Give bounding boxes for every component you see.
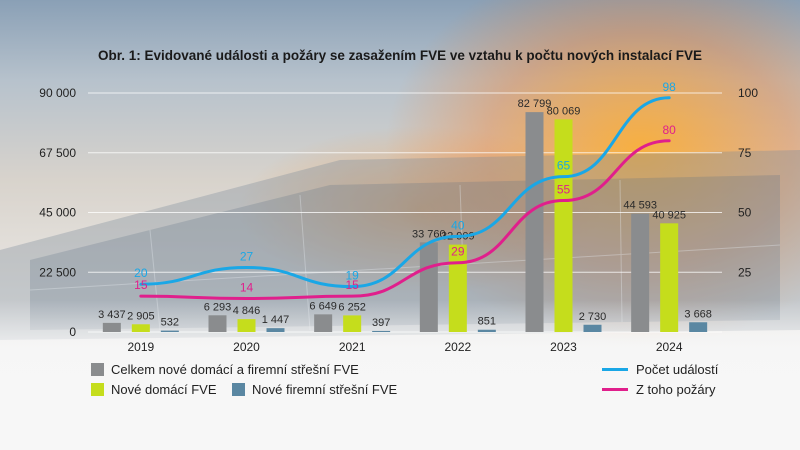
bar-value-label: 3 437 bbox=[98, 309, 126, 321]
x-tick-label: 2024 bbox=[656, 340, 683, 354]
legend-label-home: Nové domácí FVE bbox=[111, 382, 217, 397]
bar bbox=[689, 322, 708, 332]
x-tick-label: 2022 bbox=[444, 340, 471, 354]
y-left-tick-label: 22 500 bbox=[39, 265, 76, 279]
bar-value-label: 33 760 bbox=[412, 228, 446, 240]
bar bbox=[131, 324, 150, 332]
events-value-label: 98 bbox=[662, 80, 676, 94]
events-value-label: 27 bbox=[240, 249, 254, 263]
legend-swatch-business bbox=[232, 383, 245, 396]
events-value-label: 19 bbox=[345, 269, 359, 283]
legend-item-events: Počet událostí bbox=[602, 362, 718, 377]
y-left-tick-label: 45 000 bbox=[39, 206, 76, 220]
legend-label-fires: Z toho požáry bbox=[636, 382, 716, 397]
legend-swatch-total bbox=[91, 363, 104, 376]
y-right-tick-label: 50 bbox=[738, 206, 752, 220]
bar bbox=[419, 242, 438, 332]
bar-value-label: 82 799 bbox=[518, 98, 552, 110]
legend-swatch-home bbox=[91, 383, 104, 396]
bar bbox=[525, 112, 544, 333]
bar bbox=[102, 322, 121, 332]
bar-value-label: 6 252 bbox=[338, 301, 366, 313]
y-left-tick-label: 0 bbox=[69, 325, 76, 339]
bar-value-label: 397 bbox=[372, 317, 390, 329]
x-tick-label: 2023 bbox=[550, 340, 577, 354]
bar-value-label: 1 447 bbox=[262, 314, 290, 326]
bar-value-label: 6 293 bbox=[204, 301, 232, 313]
bar bbox=[266, 328, 285, 332]
fires-value-label: 55 bbox=[557, 183, 571, 197]
legend-item-total: Celkem nové domácí a firemní střešní FVE bbox=[91, 362, 359, 377]
bar bbox=[448, 244, 467, 332]
bar-value-label: 851 bbox=[478, 316, 496, 328]
bar-value-label: 80 069 bbox=[547, 105, 581, 117]
y-right-tick-label: 25 bbox=[738, 265, 752, 279]
x-tick-label: 2020 bbox=[233, 340, 260, 354]
bar-value-label: 6 649 bbox=[309, 300, 337, 312]
y-left-tick-label: 90 000 bbox=[39, 86, 76, 100]
bar bbox=[583, 324, 602, 332]
bar-value-label: 532 bbox=[161, 317, 179, 329]
bar bbox=[372, 330, 391, 332]
x-tick-label: 2019 bbox=[127, 340, 154, 354]
x-tick-label: 2021 bbox=[339, 340, 366, 354]
bar bbox=[343, 315, 362, 332]
legend-label-events: Počet událostí bbox=[636, 362, 719, 377]
bar-value-label: 3 668 bbox=[684, 308, 712, 320]
events-value-label: 40 bbox=[451, 218, 465, 232]
legend-item-fires: Z toho požáry bbox=[602, 382, 716, 397]
bar bbox=[660, 223, 679, 332]
y-right-tick-label: 75 bbox=[738, 146, 752, 160]
y-right-tick-label: 100 bbox=[738, 86, 758, 100]
chart-title: Obr. 1: Evidované události a požáry se z… bbox=[98, 48, 702, 63]
bar-value-label: 40 925 bbox=[652, 209, 686, 221]
events-line bbox=[139, 96, 671, 289]
legend-line-fires bbox=[602, 388, 628, 391]
bar bbox=[314, 314, 333, 332]
bar-value-label: 2 905 bbox=[127, 310, 155, 322]
bar-value-label: 4 846 bbox=[233, 305, 261, 317]
bar bbox=[237, 319, 256, 332]
fires-value-label: 15 bbox=[134, 278, 148, 292]
legend-item-home: Nové domácí FVE bbox=[91, 382, 217, 397]
bar bbox=[554, 119, 573, 333]
legend-label-business: Nové firemní střešní FVE bbox=[252, 382, 398, 397]
fires-line bbox=[139, 139, 671, 301]
fires-value-label: 15 bbox=[345, 278, 359, 292]
bar bbox=[631, 213, 650, 332]
bar-value-label: 44 593 bbox=[623, 200, 657, 212]
events-value-label: 20 bbox=[134, 266, 148, 280]
events-value-label: 65 bbox=[557, 159, 571, 173]
fires-value-label: 29 bbox=[451, 245, 465, 259]
bar bbox=[208, 315, 227, 332]
legend-label-total: Celkem nové domácí a firemní střešní FVE bbox=[111, 362, 359, 377]
fires-value-label: 14 bbox=[240, 281, 254, 295]
legend-line-events bbox=[602, 368, 628, 371]
legend-item-business: Nové firemní střešní FVE bbox=[232, 382, 397, 397]
y-left-tick-label: 67 500 bbox=[39, 146, 76, 160]
bar-value-label: 2 730 bbox=[579, 311, 607, 323]
fires-value-label: 80 bbox=[662, 123, 676, 137]
bar bbox=[160, 330, 179, 332]
bar bbox=[477, 329, 496, 332]
